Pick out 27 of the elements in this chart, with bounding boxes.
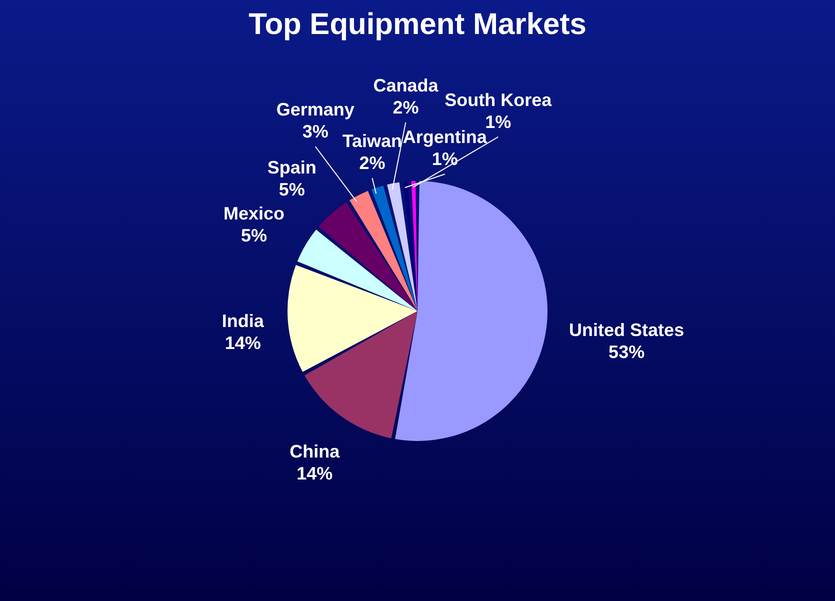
- slice-label: Spain: [267, 157, 316, 178]
- pie-slice: [403, 181, 418, 311]
- slice-label: Canada: [373, 75, 440, 96]
- slice-label: South Korea: [444, 90, 553, 110]
- slice-label: India: [222, 310, 265, 331]
- data-label: 53%: [608, 342, 645, 362]
- data-label: 3%: [302, 122, 328, 142]
- pie-slice: [297, 230, 418, 311]
- pie-slice: [387, 182, 418, 311]
- chart-title: Top Equipment Markets: [248, 8, 586, 41]
- pie-slice: [318, 202, 418, 311]
- data-label: 2%: [359, 152, 386, 173]
- slice-label: Germany: [276, 100, 354, 120]
- data-label: 5%: [278, 179, 305, 200]
- slice-label: Mexico: [223, 203, 284, 224]
- pie-slice: [371, 186, 418, 311]
- slice-label: Argentina: [402, 127, 488, 148]
- slice-label: United States: [569, 320, 684, 340]
- data-label: 14%: [224, 332, 261, 353]
- data-label: 5%: [240, 225, 267, 246]
- pie-slice: [349, 190, 418, 311]
- data-label: 14%: [296, 464, 333, 484]
- slice-label: China: [290, 442, 341, 462]
- data-label: 2%: [392, 97, 419, 118]
- slice-label: Taiwan: [342, 130, 402, 151]
- data-label: 1%: [432, 149, 458, 170]
- data-label: 1%: [485, 112, 512, 132]
